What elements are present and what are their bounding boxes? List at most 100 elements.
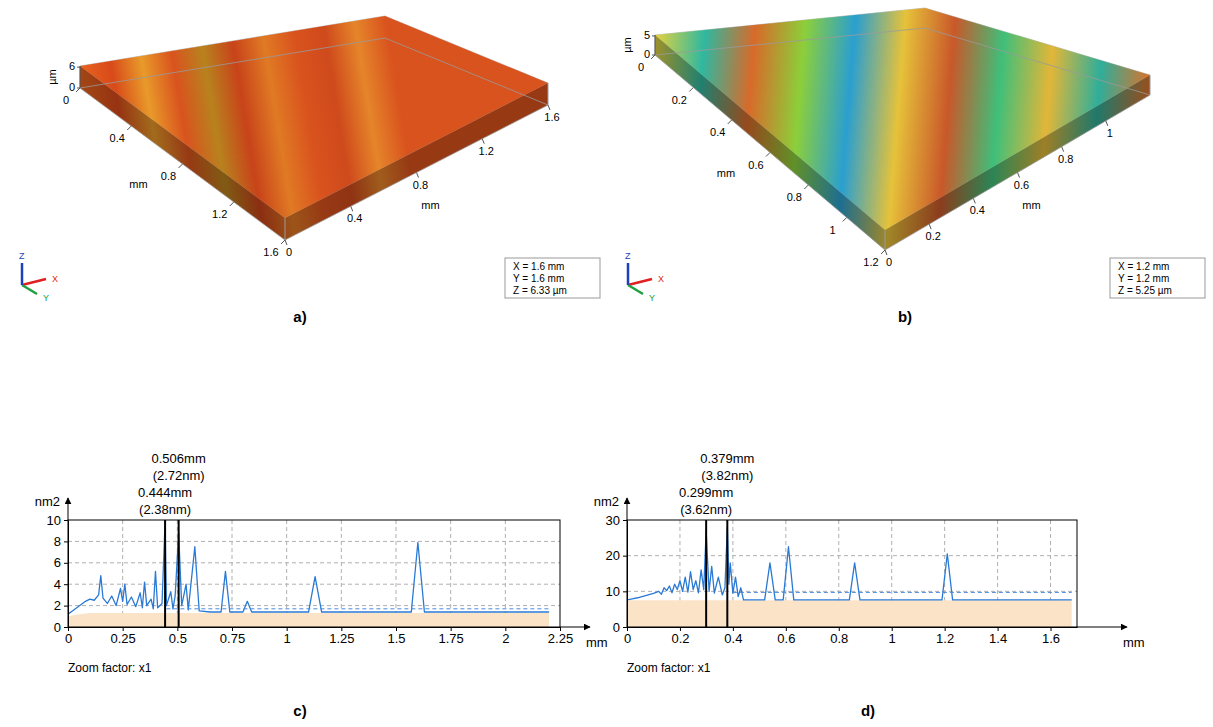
y-tick-label: 1.2 <box>212 208 227 220</box>
triad-label: X <box>52 274 58 284</box>
y-tick-label: 0.8 <box>787 191 802 203</box>
y-tick: 4 <box>54 577 68 592</box>
info-line: Z = 6.33 µm <box>513 285 567 296</box>
y-axis: 0 10 20 30 <box>606 513 628 635</box>
triad-arrow <box>22 279 46 285</box>
x-tick: 0 <box>65 627 72 646</box>
x-grid-line <box>122 520 123 627</box>
box-edge <box>80 66 81 88</box>
triad-arrow <box>628 285 643 294</box>
y-tick-label: 20 <box>606 548 620 563</box>
x-tick-label: 1 <box>284 631 291 646</box>
box-edge <box>655 35 656 55</box>
panel-label: b) <box>898 308 912 325</box>
marker-line <box>164 520 166 627</box>
z-axis-title: µm <box>46 69 58 85</box>
z-axis-title: µm <box>621 37 633 53</box>
x-tick: 1 <box>284 627 291 646</box>
dashed-line <box>166 608 549 609</box>
y-tick-label: 4 <box>54 577 61 592</box>
box-top-frame <box>80 16 548 218</box>
figure: 00.40.81.21.600.40.81.21.6mmmm06µmX = 1.… <box>0 0 1213 727</box>
y-tick-mark <box>64 606 68 607</box>
plot-area <box>68 520 549 627</box>
y-tick-label: 0.4 <box>710 126 725 138</box>
x-tick-label: 0.6 <box>777 631 795 646</box>
x-tick: 1.5 <box>387 627 405 646</box>
x-tick: 0.5 <box>169 627 187 646</box>
y-tick-label: 0 <box>63 94 69 106</box>
panel-label: a) <box>293 308 306 325</box>
line-panel: 00.20.40.60.811.21.41.60102030nm2mm0.379… <box>594 451 1145 675</box>
x-tick-label: 0.8 <box>830 631 848 646</box>
z-tick-label: 5 <box>644 29 650 41</box>
surface-panel: 00.40.81.21.600.40.81.21.6mmmm06µmX = 1.… <box>19 16 600 303</box>
y-tick: 6 <box>54 555 68 570</box>
y-tick-mark <box>64 520 68 521</box>
axes-triad: XYZ <box>19 251 58 303</box>
z-tick-mark <box>652 35 655 36</box>
y-axis-line <box>68 521 69 628</box>
y-tick-label: 30 <box>606 513 620 528</box>
y-tick-label: 0 <box>613 620 620 635</box>
y-tick-mark <box>623 520 627 521</box>
y-tick-label: 0.2 <box>672 94 687 106</box>
triad-label: Z <box>19 251 25 261</box>
x-tick-label: 0.4 <box>347 212 362 224</box>
x-axis-line <box>628 627 1078 628</box>
grid <box>68 520 560 627</box>
x-tick-label: 2 <box>502 631 509 646</box>
y-tick-mark <box>728 120 732 124</box>
x-tick-label: 0 <box>65 631 72 646</box>
x-tick: 1 <box>889 627 896 646</box>
info-line: Z = 5.25 µm <box>1118 285 1172 296</box>
y-tick-label: 0.4 <box>110 132 125 144</box>
spectrum-line <box>627 527 1072 600</box>
y-tick-mark <box>623 591 627 592</box>
y-tick-mark <box>230 202 234 206</box>
x-tick-label: 1 <box>889 631 896 646</box>
x-tick-mark <box>548 105 550 110</box>
plot-area <box>627 520 1072 627</box>
area <box>627 600 1072 627</box>
z-tick-label: 0 <box>69 81 75 93</box>
x-tick: 0.6 <box>777 627 795 646</box>
y-tick-label: 0.6 <box>748 159 763 171</box>
annotation-subtext: (2.38nm) <box>139 502 191 517</box>
x-tick-mark <box>351 206 353 211</box>
y-tick-mark <box>64 563 68 564</box>
box-edge <box>285 218 286 240</box>
y-tick-mark <box>651 55 655 59</box>
x-axis: 00.250.50.7511.251.51.7522.25 <box>65 627 573 646</box>
grid <box>627 520 1077 627</box>
surface-side-shade <box>655 35 885 250</box>
x-tick-label: 0.4 <box>970 204 985 216</box>
y-tick-label: 10 <box>47 513 61 528</box>
y-tick-mark <box>766 153 770 157</box>
surface-side-shade <box>80 66 285 240</box>
x-tick-label: 1.6 <box>1042 631 1060 646</box>
surface-side <box>285 83 548 240</box>
surface-side-shade <box>885 75 1150 250</box>
x-tick: 1.6 <box>1042 627 1060 646</box>
x-grid-line <box>341 520 342 627</box>
y-grid-line <box>68 541 560 542</box>
info-line: Y = 1.2 mm <box>1118 273 1169 284</box>
x-tick-label: 0.6 <box>1014 179 1029 191</box>
x-tick-label: 0.2 <box>926 230 941 242</box>
x-axis-title: mm <box>586 635 608 650</box>
y-axis-title: nm2 <box>35 494 60 509</box>
y-tick: 30 <box>606 513 627 528</box>
background <box>0 0 1213 727</box>
marker-line <box>705 520 707 627</box>
y-tick: 10 <box>606 584 627 599</box>
x-tick-label: 0.2 <box>671 631 689 646</box>
triad-arrow <box>22 285 37 294</box>
info-line: Y = 1.6 mm <box>513 273 564 284</box>
x-grid-line <box>450 520 451 627</box>
x-tick-label: 0 <box>624 631 631 646</box>
x-tick-mark <box>482 139 484 144</box>
box-edge <box>548 83 549 105</box>
annotation-text: 0.506mm <box>152 451 206 466</box>
y-tick-label: 10 <box>606 584 620 599</box>
